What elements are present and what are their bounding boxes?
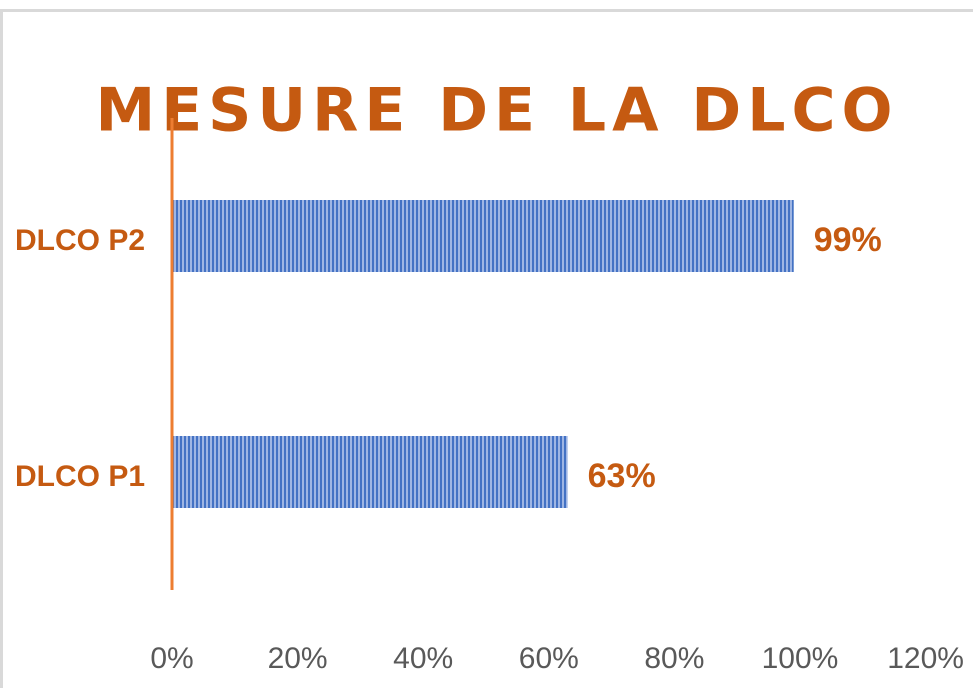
- data-label: 99%: [814, 221, 882, 259]
- chart-title: MESURE DE LA DLCO: [95, 76, 898, 146]
- data-label: 63%: [588, 457, 656, 495]
- frame: [0, 9, 973, 688]
- x-tick-label: 40%: [393, 642, 453, 675]
- x-tick-label: 0%: [150, 642, 193, 675]
- bar: [172, 200, 794, 272]
- y-tick-label: DLCO P2: [15, 224, 145, 257]
- y-tick-label: DLCO P1: [15, 460, 145, 493]
- x-tick-label: 60%: [519, 642, 579, 675]
- x-tick-label: 100%: [762, 642, 839, 675]
- x-tick-label: 20%: [268, 642, 328, 675]
- x-tick-label: 120%: [887, 642, 964, 675]
- bar: [172, 436, 568, 508]
- x-tick-label: 80%: [644, 642, 704, 675]
